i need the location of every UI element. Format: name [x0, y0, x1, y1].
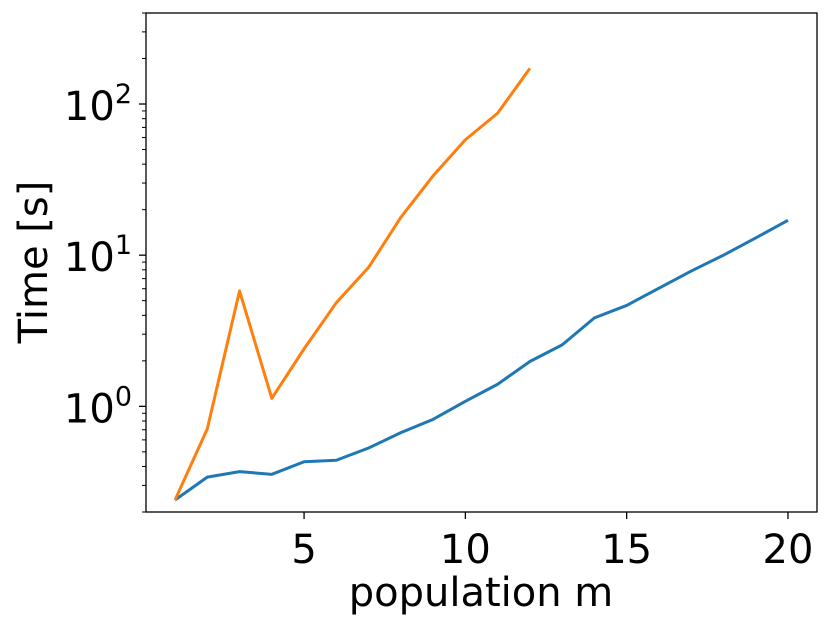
series-line-2 [173, 67, 532, 501]
y-minor-ticks [142, 12, 146, 513]
plot-area-frame [145, 12, 818, 513]
y-tick-label-base: 10 [64, 235, 115, 281]
y-tick-label-base: 10 [64, 84, 115, 130]
y-tick-label: 100 [64, 381, 132, 432]
y-tick-label-base: 10 [64, 386, 115, 432]
y-tick-label-exponent: 2 [115, 79, 132, 110]
y-tick-label-exponent: 0 [115, 381, 132, 412]
x-tick-label: 5 [291, 527, 316, 573]
x-axis-label: population m [349, 570, 614, 616]
series-line-1 [174, 219, 789, 502]
x-tick-label: 20 [763, 527, 814, 573]
series-layer [173, 67, 789, 502]
y-tick-label-exponent: 1 [115, 230, 132, 261]
x-tick-label: 15 [601, 527, 652, 573]
x-tick-label: 10 [440, 527, 491, 573]
y-axis-label: Time [s] [11, 181, 57, 345]
y-tick-label: 101 [64, 230, 132, 281]
x-axis-ticks: 5 10 15 20 [291, 512, 813, 573]
y-tick-label: 102 [64, 79, 132, 130]
